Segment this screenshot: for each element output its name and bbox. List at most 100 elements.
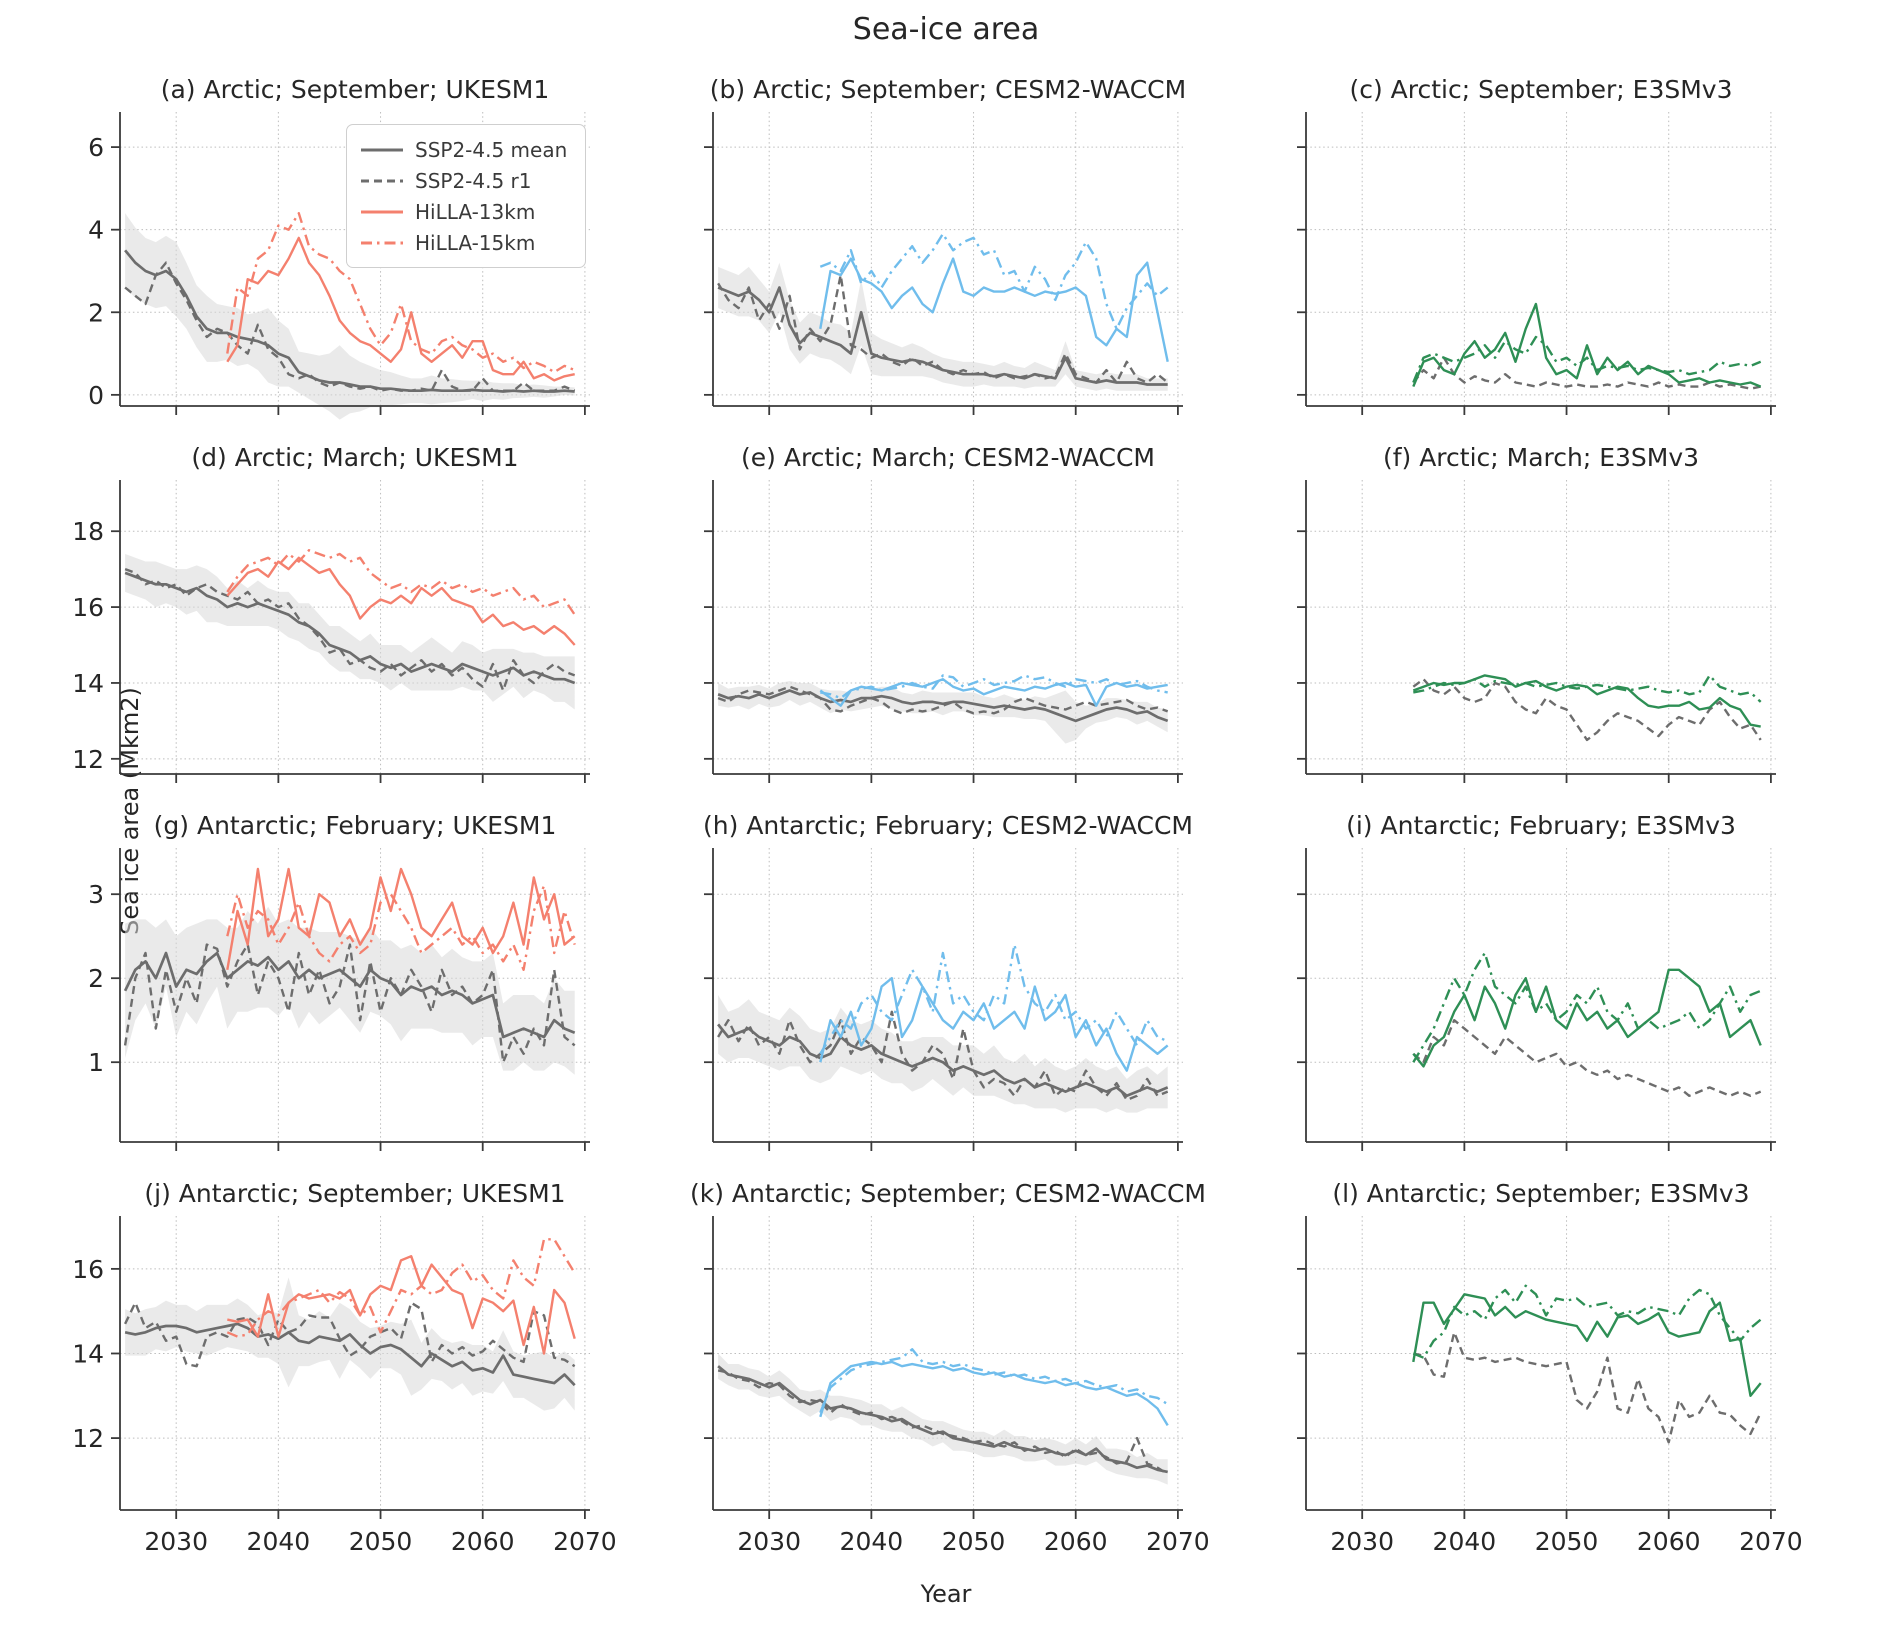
hilla-13km-line (227, 1255, 576, 1355)
y-tick-label: 4 (88, 216, 104, 245)
panel-title: (a) Arctic; September; UKESM1 (160, 75, 550, 104)
y-tick-label: 18 (72, 517, 104, 546)
panel-plot (704, 480, 1183, 783)
hilla-15km-line (820, 674, 1168, 700)
x-tick-label: 2070 (1739, 1527, 1803, 1556)
ssp-r1-line (1412, 678, 1762, 742)
ssp-r1-line (717, 1010, 1169, 1102)
ssp-envelope-band (125, 1277, 575, 1411)
hilla-15km-line (226, 549, 576, 616)
legend-line-sample-hilla-15km (361, 241, 403, 244)
panel-i: (i) Antarctic; February; E3SMv3 (1297, 811, 1776, 1151)
panel-title: (h) Antarctic; February; CESM2-WACCM (703, 811, 1193, 840)
panel-title: (d) Arctic; March; UKESM1 (191, 443, 519, 472)
y-tick-label: 14 (72, 669, 104, 698)
y-tick-label: 12 (72, 1424, 104, 1453)
panel-title: (f) Arctic; March; E3SMv3 (1382, 443, 1700, 472)
panel-plot: 0 2 4 6 (88, 112, 590, 420)
y-tick-label: 2 (88, 298, 104, 327)
x-tick-label: 2070 (553, 1527, 617, 1556)
panel-l: (l) Antarctic; September; E3SMv3 2030 2040… (1297, 1179, 1803, 1556)
y-tick-label: 1 (88, 1048, 104, 1077)
legend: SSP2-4.5 mean SSP2-4.5 r1 HiLLA-13km HiL… (346, 124, 586, 268)
hilla-13km-line (1412, 968, 1762, 1068)
x-tick-label: 2060 (1637, 1527, 1701, 1556)
ssp-r1-line (717, 1369, 1169, 1476)
panel-b: (b) Arctic; September; CESM2-WACCM (704, 75, 1186, 415)
y-tick-label: 6 (88, 133, 104, 162)
panel-plot (704, 112, 1183, 415)
panel-plot: 1 2 3 (88, 848, 590, 1151)
x-tick-label: 2060 (451, 1527, 515, 1556)
panel-e: (e) Arctic; March; CESM2-WACCM (704, 443, 1183, 783)
legend-line-sample-ssp-r1 (361, 179, 403, 182)
hilla-15km-line (1413, 674, 1762, 703)
ssp-envelope-band (125, 213, 575, 420)
x-axis-label: Year (920, 1580, 972, 1608)
hilla-15km-line (226, 884, 576, 971)
hilla-13km-line (226, 556, 576, 646)
hilla-15km-line (819, 1348, 1169, 1414)
legend-label: SSP2-4.5 mean (415, 137, 568, 162)
legend-entry-hilla-13km: HiLLA-13km (360, 196, 572, 227)
ssp-r1-line (124, 261, 576, 392)
panel-plot: 2030 2040 2050 2060 2070 (1297, 1216, 1803, 1556)
ssp-envelope-band (718, 995, 1168, 1113)
panel-a: (a) Arctic; September; UKESM1 0 2 4 6 (88, 75, 590, 420)
hilla-13km-line (819, 977, 1169, 1072)
x-tick-label: 2030 (737, 1527, 801, 1556)
panel-c: (c) Arctic; September; E3SMv3 (1297, 75, 1776, 415)
x-tick-label: 2040 (840, 1527, 904, 1556)
ssp-mean-line (717, 1023, 1169, 1098)
ssp-r1-line (124, 567, 576, 692)
ssp-r1-line (123, 943, 576, 1064)
ssp-r1-line (1412, 356, 1761, 390)
hilla-15km-line (819, 943, 1169, 1055)
hilla-15km-line (1412, 335, 1762, 383)
panel-plot (1297, 480, 1776, 783)
hilla-13km-line (1412, 302, 1762, 388)
ssp-envelope-band (125, 906, 575, 1075)
x-tick-label: 2040 (1433, 1527, 1497, 1556)
x-tick-label: 2040 (247, 1527, 311, 1556)
legend-label: HiLLA-13km (415, 199, 536, 224)
ssp-mean-line (717, 689, 1169, 723)
legend-line-sample-ssp-mean (361, 148, 403, 151)
ssp-r1-line (717, 685, 1169, 715)
x-tick-label: 2070 (1146, 1527, 1210, 1556)
panel-k: (k) Antarctic; September; CESM2-WACCM 203… (690, 1179, 1210, 1556)
panel-h: (h) Antarctic; February; CESM2-WACCM (703, 811, 1193, 1151)
legend-line-sample-hilla-13km (361, 210, 403, 213)
x-tick-label: 2030 (144, 1527, 208, 1556)
y-tick-label: 16 (72, 593, 104, 622)
hilla-13km-line (226, 867, 576, 971)
panel-title: (l) Antarctic; September; E3SMv3 (1332, 1179, 1750, 1208)
panel-title: (j) Antarctic; September; UKESM1 (144, 1179, 566, 1208)
hilla-13km-line (226, 236, 575, 382)
panel-j: (j) Antarctic; September; UKESM1 12 14 16 20… (72, 1179, 617, 1556)
y-tick-label: 14 (72, 1339, 104, 1368)
ssp-envelope-band (125, 553, 575, 710)
x-tick-label: 2050 (1535, 1527, 1599, 1556)
legend-label: SSP2-4.5 r1 (415, 168, 532, 193)
hilla-13km-line (1412, 1293, 1762, 1397)
legend-entry-ssp-r1: SSP2-4.5 r1 (360, 165, 572, 196)
ssp-r1-line (1413, 1331, 1762, 1444)
x-tick-label: 2050 (349, 1527, 413, 1556)
panel-title: (i) Antarctic; February; E3SMv3 (1346, 811, 1736, 840)
panel-title: (g) Antarctic; February; UKESM1 (153, 811, 557, 840)
x-tick-label: 2050 (942, 1527, 1006, 1556)
panel-plot: 12 14 16 2030 2040 2050 2060 2070 (72, 1216, 617, 1556)
ssp-mean-line (123, 951, 576, 1039)
ssp-r1-line (717, 273, 1169, 384)
x-tick-label: 2060 (1044, 1527, 1108, 1556)
ssp-mean-line (124, 249, 575, 393)
hilla-15km-line (226, 212, 576, 374)
panel-f: (f) Arctic; March; E3SMv3 (1297, 443, 1776, 783)
legend-entry-hilla-15km: HiLLA-15km (360, 227, 572, 258)
ssp-mean-line (124, 571, 576, 685)
hilla-13km-line (819, 1360, 1169, 1427)
ssp-envelope-band (718, 262, 1168, 391)
ssp-r1-line (124, 1301, 576, 1368)
